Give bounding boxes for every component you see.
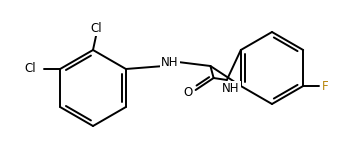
Text: Cl: Cl [90, 22, 102, 36]
Text: Cl: Cl [25, 62, 36, 75]
Text: F: F [322, 80, 328, 92]
Text: NH: NH [222, 82, 240, 95]
Text: NH: NH [161, 55, 179, 68]
Text: O: O [183, 86, 192, 98]
